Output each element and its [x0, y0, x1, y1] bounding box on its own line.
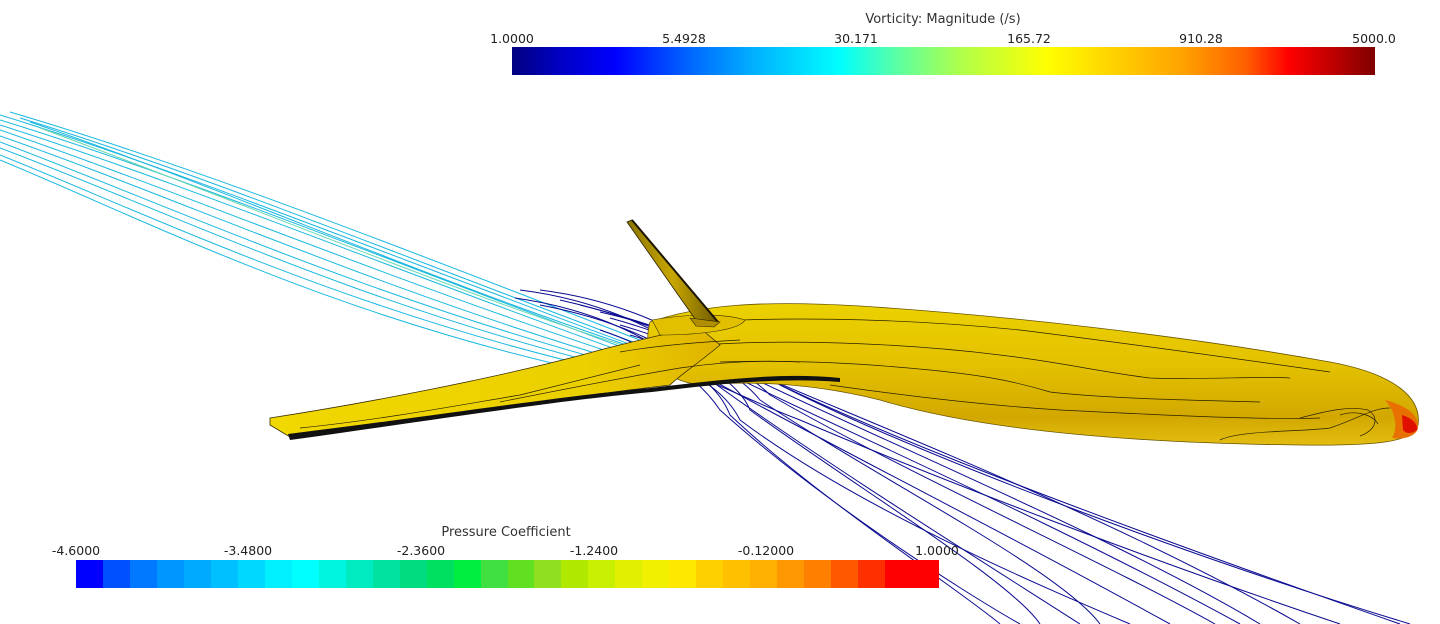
- pressure-tick: -1.2400: [569, 543, 619, 558]
- pressure-tick: -4.6000: [51, 543, 101, 558]
- pressure-tick: -3.4800: [223, 543, 273, 558]
- vorticity-legend-title: Vorticity: Magnitude (/s): [865, 12, 1021, 27]
- vorticity-tick: 910.28: [1179, 31, 1223, 46]
- pressure-color-segment: [76, 560, 103, 588]
- vorticity-tick: 165.72: [1007, 31, 1051, 46]
- pressure-color-segment: [885, 560, 913, 588]
- vorticity-tick: 30.171: [834, 31, 878, 46]
- pressure-color-segment: [615, 560, 643, 588]
- pressure-color-segment: [561, 560, 589, 588]
- pressure-color-segment: [426, 560, 454, 588]
- pressure-color-segment: [372, 560, 400, 588]
- vorticity-tick: 1.0000: [490, 31, 534, 46]
- pressure-color-segment: [588, 560, 616, 588]
- pressure-color-segment: [480, 560, 508, 588]
- pressure-tick: 1.0000: [915, 543, 959, 558]
- pressure-color-segment: [345, 560, 373, 588]
- streamlines-upper: [0, 111, 671, 377]
- pressure-color-segment: [129, 560, 157, 588]
- vorticity-color-bar: [512, 47, 1375, 75]
- pressure-color-segment: [804, 560, 832, 588]
- pressure-color-segment: [264, 560, 292, 588]
- pressure-color-segment: [750, 560, 778, 588]
- pressure-color-segment: [534, 560, 562, 588]
- pressure-color-segment: [669, 560, 697, 588]
- pressure-color-segment: [858, 560, 886, 588]
- pressure-color-segment: [777, 560, 805, 588]
- pressure-tick: -2.3600: [396, 543, 446, 558]
- pressure-color-segment: [237, 560, 265, 588]
- pressure-color-segment: [507, 560, 535, 588]
- pressure-color-segment: [399, 560, 427, 588]
- pressure-color-bar: [76, 560, 939, 588]
- pressure-color-segment: [696, 560, 724, 588]
- pressure-color-segment: [723, 560, 751, 588]
- pressure-color-segment: [831, 560, 859, 588]
- pressure-color-segment: [102, 560, 130, 588]
- pressure-color-segment: [318, 560, 346, 588]
- pressure-color-segment: [291, 560, 319, 588]
- vorticity-tick: 5000.0: [1352, 31, 1396, 46]
- vorticity-tick: 5.4928: [662, 31, 706, 46]
- pressure-tick: -0.12000: [737, 543, 795, 558]
- pressure-color-segment: [453, 560, 481, 588]
- pressure-color-segment: [156, 560, 184, 588]
- wing: [269, 314, 840, 440]
- pressure-color-segment: [183, 560, 211, 588]
- fuselage: [647, 303, 1419, 446]
- pressure-legend-title: Pressure Coefficient: [441, 525, 571, 540]
- pressure-color-segment: [210, 560, 238, 588]
- pressure-color-segment: [912, 560, 939, 588]
- vertical-fin: [626, 219, 721, 328]
- pressure-color-segment: [642, 560, 670, 588]
